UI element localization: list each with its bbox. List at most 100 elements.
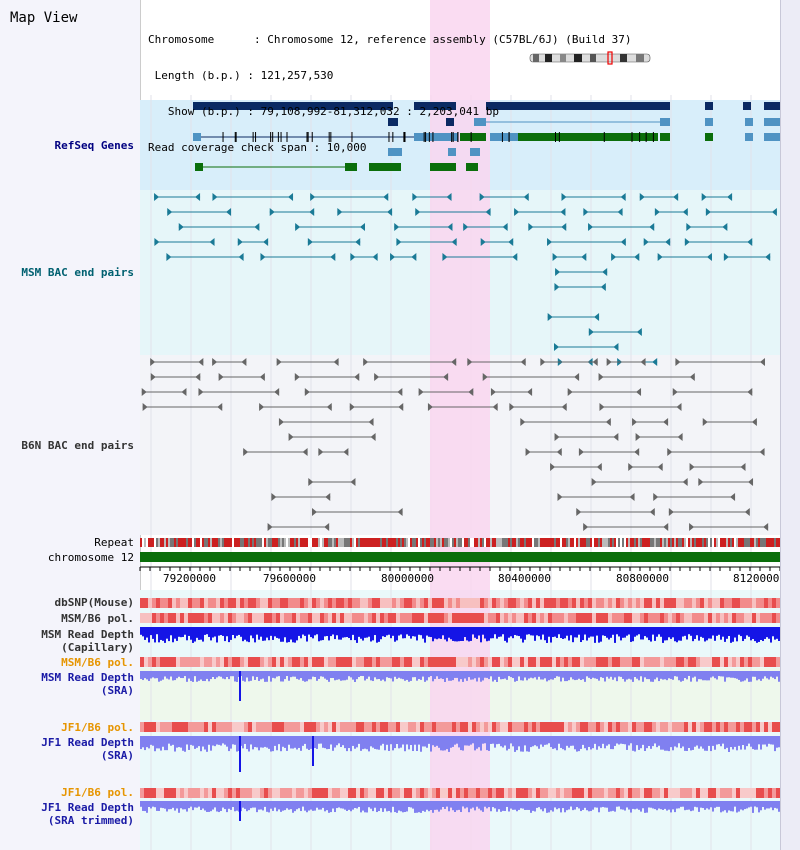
depth-bar [658,671,660,682]
track-label-jf1-depth-trimmed[interactable]: JF1 Read Depth [41,801,134,814]
ideogram-band [545,54,552,62]
depth-bar [498,736,500,744]
depth-bar [772,627,774,637]
bac-end-marker [675,358,681,366]
track-label-repeat[interactable]: Repeat [94,536,134,549]
heat-strip-cell [308,613,312,623]
track-label-msm-bac[interactable]: MSM BAC end pairs [21,266,134,279]
depth-bar [618,736,620,745]
heat-strip-cell [776,598,780,608]
track-label-jf1-b6-pol[interactable]: JF1/B6 pol. [61,721,134,734]
track-label-dbsnp[interactable]: dbSNP(Mouse) [54,596,134,609]
heat-strip-cell [396,722,400,732]
depth-bar [582,671,584,680]
heat-strip-cell [348,722,352,732]
chromosome-bar [140,552,780,562]
heat-strip-cell [748,788,752,798]
heat-strip-cell [528,722,532,732]
depth-bar [362,736,364,750]
bac-end-marker [668,508,674,516]
depth-bar [302,627,304,635]
heat-strip-cell [528,788,532,798]
heat-strip-cell [332,598,336,608]
depth-bar [202,736,204,747]
track-label-refseq[interactable]: RefSeq Genes [54,139,134,152]
heat-strip-cell [448,657,452,667]
depth-bar [414,736,416,745]
depth-bar [346,671,348,680]
heat-strip-cell [264,598,268,608]
track-label-msm-depth-capillary[interactable]: MSM Read Depth [41,628,134,641]
depth-bar [386,671,388,678]
heat-strip-cell [404,657,408,667]
repeat-feature [318,538,320,547]
depth-bar [146,736,148,748]
repeat-feature [260,538,262,547]
repeat-feature [336,538,338,547]
depth-bar [718,627,720,635]
depth-bar [448,736,450,752]
depth-bar [476,671,478,682]
depth-bar [316,627,318,635]
heat-strip-cell [576,788,580,798]
heat-strip-cell [536,613,540,623]
depth-bar [258,671,260,681]
heat-strip-cell [696,788,700,798]
depth-bar [298,801,300,809]
track-label-msm-depth-sra[interactable]: MSM Read Depth [41,671,134,684]
bac-end-marker [514,208,520,216]
depth-bar [184,801,186,810]
depth-bar [608,801,610,812]
depth-bar [756,671,758,681]
depth-bar [146,671,148,680]
depth-bar [228,671,230,680]
heat-strip-cell [572,657,576,667]
depth-bar [172,627,174,643]
heat-strip-cell [648,613,652,623]
heat-strip-cell [208,613,212,623]
depth-bar [584,671,586,682]
track-label-b6n-bac[interactable]: B6N BAC end pairs [21,439,134,452]
depth-bar [180,801,182,809]
depth-bar [604,627,606,636]
right-scrollbar[interactable] [780,0,800,850]
heat-strip-cell [372,788,376,798]
depth-bar [278,671,280,677]
depth-bar [580,736,582,749]
depth-bar [242,736,244,749]
depth-bar [726,671,728,678]
heat-strip-cell [632,788,636,798]
heat-strip-cell [300,788,304,798]
depth-bar [248,736,250,752]
depth-bar [580,671,582,680]
heat-strip-cell [164,598,168,608]
ideogram-band [590,54,596,62]
track-label-chromosome[interactable]: chromosome 12 [47,551,134,564]
depth-bar [276,671,278,677]
depth-bar [448,627,450,638]
depth-bar [282,801,284,811]
heat-strip-cell [332,657,336,667]
bac-end-marker [295,223,301,231]
depth-bar [654,801,656,810]
track-label-jf1-depth-sra[interactable]: JF1 Read Depth [41,736,134,749]
heat-strip-cell [280,598,284,608]
depth-bar [498,627,500,637]
depth-bar [286,627,288,643]
depth-bar [472,801,474,808]
depth-bar [338,736,340,744]
bac-end-marker [740,463,746,471]
depth-bar [214,627,216,637]
depth-bar [672,736,674,751]
bac-end-marker [307,238,313,246]
depth-bar [162,671,164,680]
track-label-msm-b6-pol-2[interactable]: MSM/B6 pol. [61,656,134,669]
track-label-msm-b6-pol[interactable]: MSM/B6 pol. [61,612,134,625]
heat-strip-cell [164,613,168,623]
track-label-jf1-b6-pol-2[interactable]: JF1/B6 pol. [61,786,134,799]
bac-end-marker [723,253,729,261]
heat-strip-cell [764,722,768,732]
depth-bar [778,627,780,641]
repeat-feature [526,538,528,547]
